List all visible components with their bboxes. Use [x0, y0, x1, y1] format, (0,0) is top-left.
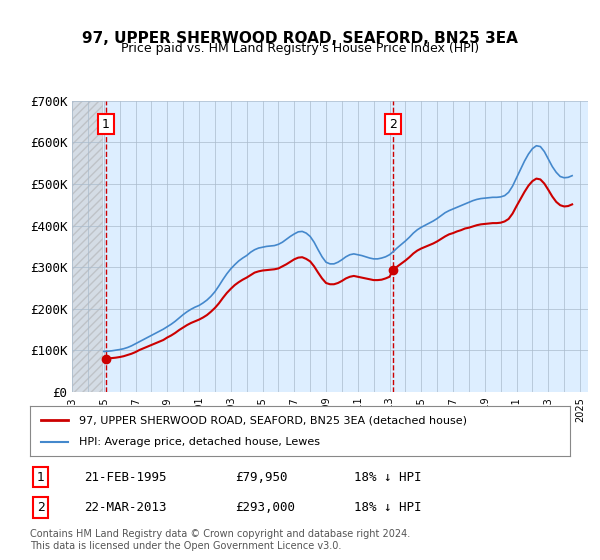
- Text: 2: 2: [389, 118, 397, 130]
- Text: 1: 1: [37, 471, 45, 484]
- Text: 18% ↓ HPI: 18% ↓ HPI: [354, 501, 421, 514]
- Text: 1: 1: [102, 118, 110, 130]
- Text: 2: 2: [37, 501, 45, 514]
- Text: 18% ↓ HPI: 18% ↓ HPI: [354, 471, 421, 484]
- Text: £293,000: £293,000: [235, 501, 295, 514]
- Bar: [72, 101, 102, 392]
- Text: Price paid vs. HM Land Registry's House Price Index (HPI): Price paid vs. HM Land Registry's House …: [121, 42, 479, 55]
- Text: HPI: Average price, detached house, Lewes: HPI: Average price, detached house, Lewe…: [79, 437, 320, 447]
- Text: £79,950: £79,950: [235, 471, 288, 484]
- Text: Contains HM Land Registry data © Crown copyright and database right 2024.
This d: Contains HM Land Registry data © Crown c…: [30, 529, 410, 551]
- Text: 22-MAR-2013: 22-MAR-2013: [84, 501, 167, 514]
- Text: 97, UPPER SHERWOOD ROAD, SEAFORD, BN25 3EA (detached house): 97, UPPER SHERWOOD ROAD, SEAFORD, BN25 3…: [79, 415, 467, 425]
- Text: 97, UPPER SHERWOOD ROAD, SEAFORD, BN25 3EA: 97, UPPER SHERWOOD ROAD, SEAFORD, BN25 3…: [82, 31, 518, 46]
- Text: 21-FEB-1995: 21-FEB-1995: [84, 471, 167, 484]
